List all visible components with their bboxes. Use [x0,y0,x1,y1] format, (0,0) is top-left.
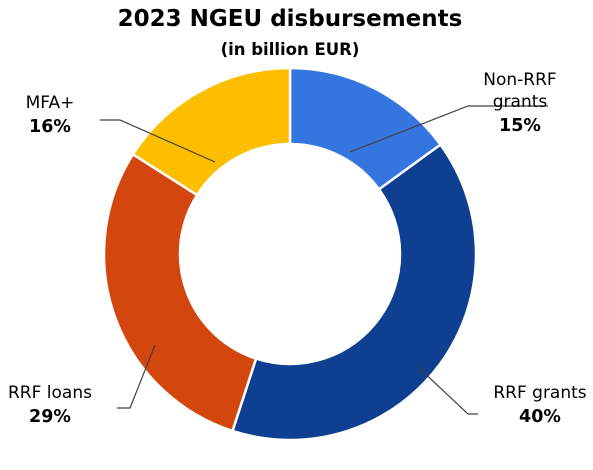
slice-label: MFA+ [26,93,75,113]
leader-line [100,119,216,163]
slices-layer [102,66,478,442]
slice-value-label: 16% [29,117,71,137]
leader-line [417,366,478,415]
leader-line [117,344,156,409]
slice-value-label: 15% [499,116,541,136]
slice-label: RRF grants [493,383,586,403]
slice-label: Non-RRF [483,70,556,90]
slice-rrf-grants [230,142,478,442]
leader-lines [100,105,548,415]
slice-value-label: 40% [519,407,561,427]
slice-rrf-loans [102,152,258,433]
slice-mfa- [131,66,292,197]
chart-title: 2023 NGEU disbursements [118,6,463,32]
leader-line [349,105,548,153]
slice-label: grants [493,92,548,112]
slice-value-label: 29% [29,407,71,427]
chart-subtitle: (in billion EUR) [221,40,360,59]
slice-label: RRF loans [8,383,92,403]
